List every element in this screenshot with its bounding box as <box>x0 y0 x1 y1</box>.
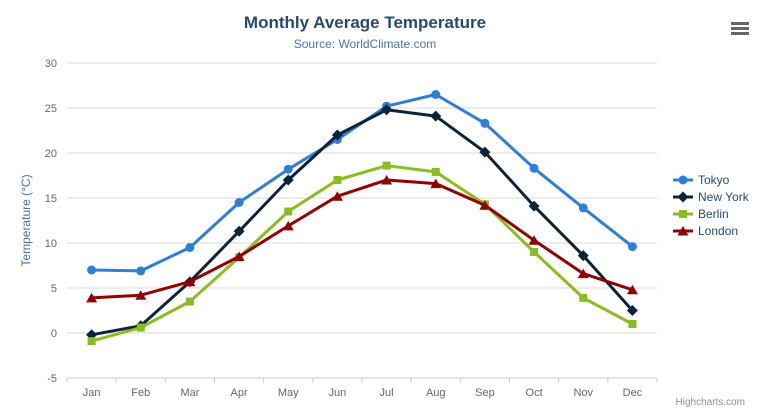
x-tick-label: May <box>278 387 299 399</box>
data-point[interactable] <box>530 248 539 256</box>
data-point[interactable] <box>529 163 539 173</box>
x-tick-label: Mar <box>180 387 199 399</box>
x-tick-label: Jun <box>329 387 347 399</box>
data-point[interactable] <box>528 200 540 212</box>
data-point[interactable] <box>382 161 391 170</box>
data-point[interactable] <box>234 198 244 207</box>
data-point[interactable] <box>136 266 146 276</box>
hamburger-icon <box>731 27 749 30</box>
data-point[interactable] <box>333 176 342 184</box>
data-point[interactable] <box>135 290 147 300</box>
data-point[interactable] <box>283 164 293 174</box>
series-line[interactable] <box>90 164 634 343</box>
hamburger-icon <box>731 32 749 35</box>
series-tokyo[interactable] <box>87 90 637 276</box>
data-point[interactable] <box>528 235 540 245</box>
y-tick-label: 25 <box>45 103 57 115</box>
data-point[interactable] <box>431 90 441 99</box>
legend-square-icon <box>673 210 693 218</box>
y-axis-title: Temperature (°C) <box>19 174 33 266</box>
marker-triangle-icon <box>677 226 689 236</box>
data-point[interactable] <box>579 293 588 302</box>
y-tick-label: 15 <box>45 193 57 205</box>
legend-item-berlin[interactable]: Berlin <box>673 206 749 222</box>
legend-label: New York <box>698 190 749 204</box>
y-tick-label: 10 <box>45 238 57 250</box>
legend-triangle-icon <box>673 226 693 236</box>
export-menu-button[interactable] <box>731 22 749 35</box>
data-point[interactable] <box>578 203 588 213</box>
legend-label: Berlin <box>698 207 729 221</box>
x-axis-labels: Jan Feb Mar Apr May Jun Jul Aug Sep Oct Nov Dec <box>83 387 643 399</box>
data-point[interactable] <box>282 220 294 231</box>
data-point[interactable] <box>184 276 196 287</box>
data-point[interactable] <box>331 129 343 141</box>
legend-label: London <box>698 224 739 238</box>
x-tick-label: Feb <box>131 387 150 399</box>
data-point[interactable] <box>381 104 393 116</box>
legend-item-london[interactable]: London <box>673 223 749 239</box>
legend-item-tokyo[interactable]: Tokyo <box>673 172 749 188</box>
x-tick-label: Dec <box>623 387 643 399</box>
data-point[interactable] <box>331 191 343 201</box>
y-tick-label: 5 <box>51 283 57 295</box>
legend: Tokyo New York Berlin London <box>673 172 749 239</box>
y-tick-label: -5 <box>47 373 57 385</box>
data-point[interactable] <box>86 292 98 303</box>
x-tick-label: Nov <box>573 387 593 399</box>
data-point[interactable] <box>627 242 637 252</box>
data-point[interactable] <box>87 265 97 275</box>
data-point[interactable] <box>284 207 293 216</box>
series-line[interactable] <box>90 108 634 337</box>
data-point[interactable] <box>431 167 440 176</box>
x-tick-label: Jul <box>380 387 394 399</box>
legend-circle-icon <box>673 175 693 185</box>
data-point[interactable] <box>626 284 638 295</box>
series-london[interactable] <box>86 175 638 303</box>
data-point[interactable] <box>185 297 194 306</box>
data-point[interactable] <box>430 110 442 122</box>
y-tick-label: 20 <box>45 148 57 160</box>
data-point[interactable] <box>480 118 490 128</box>
x-tick-label: Jan <box>83 387 101 399</box>
marker-circle-icon <box>678 175 688 185</box>
gridlines <box>67 62 657 379</box>
data-point[interactable] <box>185 243 195 252</box>
y-tick-label: 30 <box>45 58 57 70</box>
legend-item-new-york[interactable]: New York <box>673 189 749 205</box>
data-point[interactable] <box>479 146 491 158</box>
data-point[interactable] <box>577 250 589 262</box>
data-point[interactable] <box>233 251 245 262</box>
chart-title: Monthly Average Temperature <box>243 13 487 32</box>
x-tick-label: Oct <box>526 387 543 399</box>
legend-label: Tokyo <box>698 173 730 187</box>
y-axis-labels: -5 0 5 10 15 20 25 30 <box>45 58 57 385</box>
x-axis <box>66 377 658 383</box>
data-point[interactable] <box>87 337 96 346</box>
data-point[interactable] <box>628 320 637 328</box>
series-line[interactable] <box>90 178 634 300</box>
marker-diamond-icon <box>677 191 689 203</box>
data-point[interactable] <box>233 225 245 237</box>
data-point[interactable] <box>577 268 589 279</box>
chart-subtitle: Source: WorldClimate.com <box>293 37 437 51</box>
y-tick-label: 0 <box>51 328 57 340</box>
series-new-york[interactable] <box>86 104 638 341</box>
hamburger-icon <box>731 22 749 25</box>
x-tick-label: Apr <box>231 387 248 399</box>
marker-square-icon <box>679 210 687 218</box>
data-point[interactable] <box>381 175 393 185</box>
data-point[interactable] <box>626 305 638 316</box>
data-point[interactable] <box>430 178 442 189</box>
data-point[interactable] <box>282 174 294 186</box>
x-tick-label: Sep <box>475 387 495 399</box>
x-tick-label: Aug <box>426 387 446 399</box>
credits-link[interactable]: Highcharts.com <box>675 397 745 408</box>
data-point[interactable] <box>479 200 491 210</box>
legend-diamond-icon <box>673 191 693 203</box>
data-point[interactable] <box>136 323 145 332</box>
